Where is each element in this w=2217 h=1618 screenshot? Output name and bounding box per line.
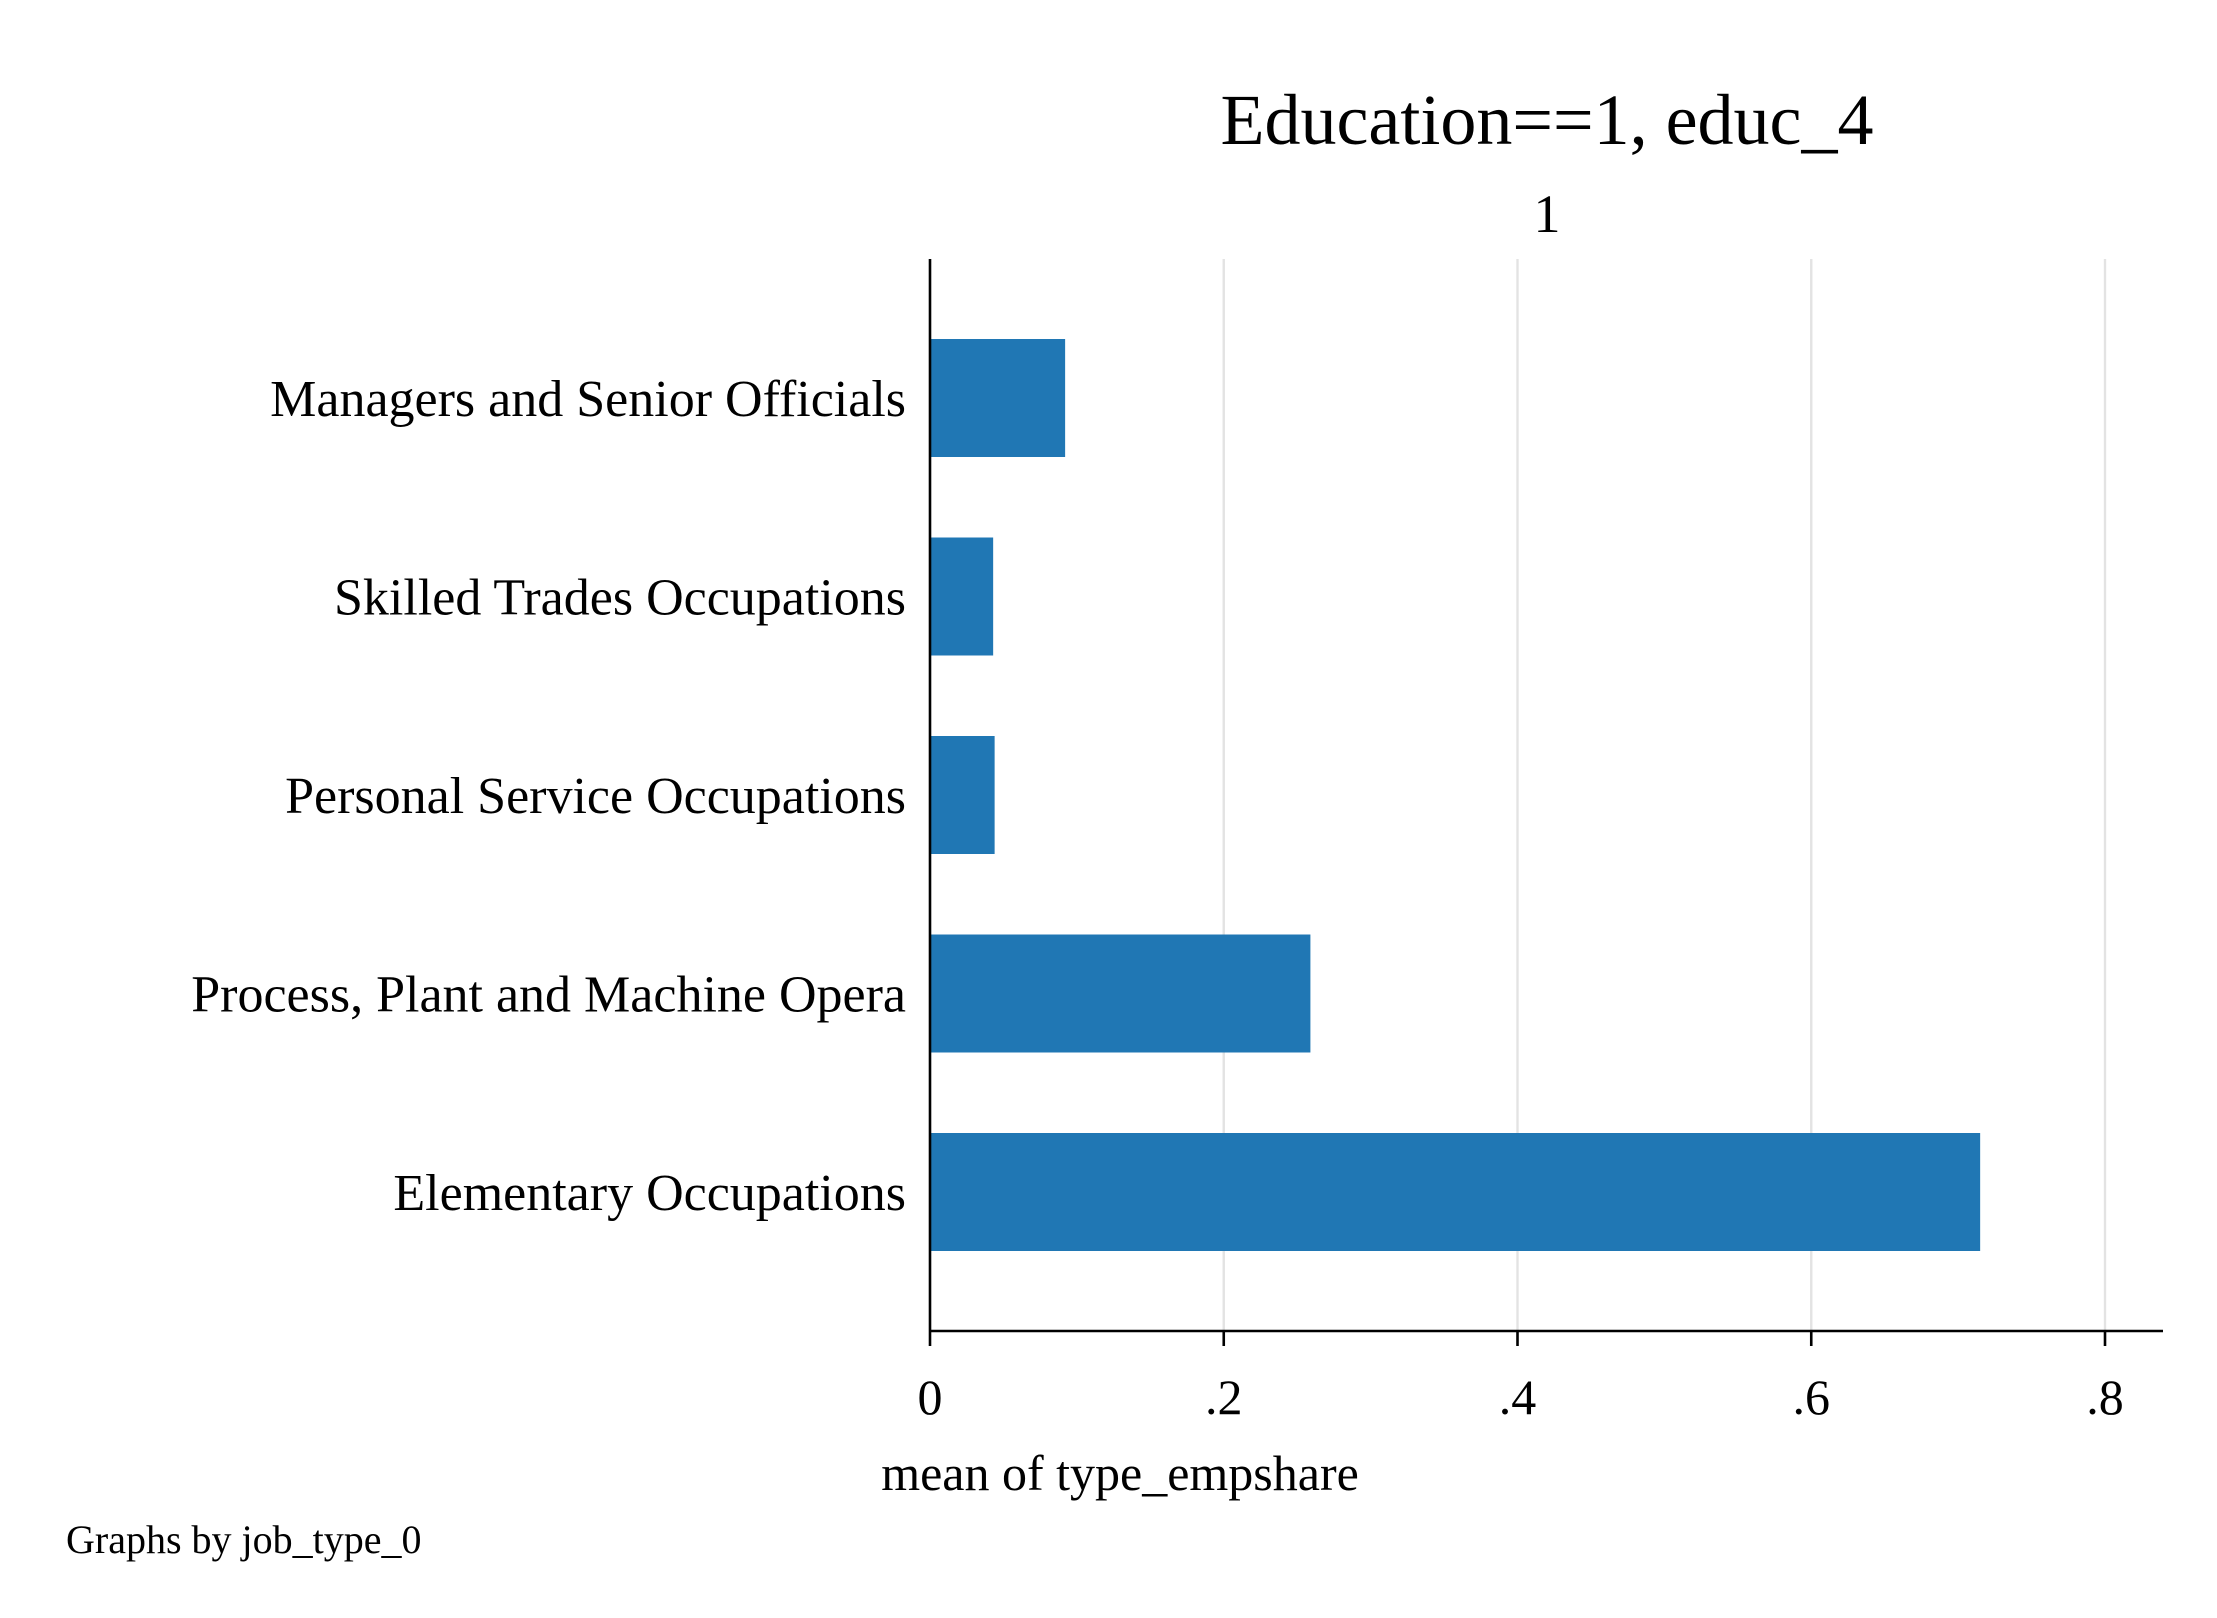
chart-subtitle: 1 — [1534, 184, 1561, 244]
bar-3 — [930, 934, 1311, 1053]
chart-title: Education==1, educ_4 — [1220, 80, 1873, 160]
x-tick-label-0: 0 — [918, 1369, 943, 1425]
category-label-3: Process, Plant and Machine Opera — [191, 967, 906, 1024]
x-tick-label-4: .8 — [2086, 1369, 2124, 1425]
bar-4 — [930, 1133, 1981, 1251]
category-label-1: Skilled Trades Occupations — [334, 570, 906, 627]
x-axis-ticks: 0 .2 .4 .6 .8 — [918, 1331, 2124, 1425]
graph-note: Graphs by job_type_0 — [66, 1517, 422, 1562]
bar-1 — [930, 537, 994, 656]
bars — [930, 339, 1981, 1251]
bar-0 — [930, 339, 1066, 457]
axes — [928, 259, 2163, 1333]
category-label-4: Elementary Occupations — [393, 1165, 906, 1222]
bar-2 — [930, 736, 995, 854]
x-axis-label: mean of type_empshare — [881, 1445, 1359, 1501]
x-tick-label-2: .4 — [1499, 1369, 1537, 1425]
category-label-0: Managers and Senior Officials — [270, 371, 906, 428]
category-label-2: Personal Service Occupations — [285, 768, 906, 825]
category-labels: Managers and Senior Officials Skilled Tra… — [191, 371, 906, 1222]
x-tick-label-3: .6 — [1793, 1369, 1831, 1425]
x-tick-label-1: .2 — [1205, 1369, 1243, 1425]
